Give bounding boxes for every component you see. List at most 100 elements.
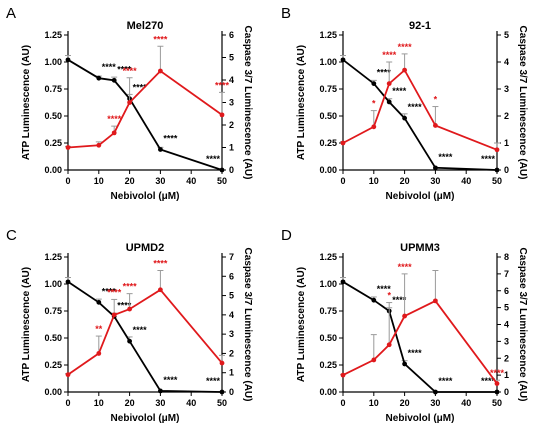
caspase-point xyxy=(433,123,438,128)
right-y-tick-label: 2 xyxy=(229,120,234,130)
caspase-line xyxy=(67,69,223,149)
atp-point xyxy=(127,338,132,344)
atp-significance: **** xyxy=(392,86,407,96)
atp-line xyxy=(67,59,223,171)
atp-series: ******************** xyxy=(65,55,225,173)
left-y-axis-title: ATP Luminescence (AU) xyxy=(21,45,32,160)
x-tick-label: 50 xyxy=(217,176,227,186)
right-y-tick-label: 0 xyxy=(229,387,234,397)
caspase-point xyxy=(433,298,438,304)
caspase-line xyxy=(342,299,498,385)
caspase-significance: **** xyxy=(215,80,230,90)
right-y-tick-label: 2 xyxy=(504,353,509,363)
caspase-series: ********* xyxy=(340,262,504,386)
caspase-point xyxy=(111,130,117,136)
right-y-tick-label: 3 xyxy=(504,84,509,94)
caspase-significance: **** xyxy=(107,287,122,297)
right-y-tick-label: 1 xyxy=(504,138,509,148)
atp-significance: **** xyxy=(206,154,221,164)
caspase-significance: **** xyxy=(153,34,168,44)
atp-significance: **** xyxy=(481,154,496,164)
panel-title: Mel270 xyxy=(127,20,164,32)
panel-letter: D xyxy=(281,227,292,244)
atp-point xyxy=(96,75,102,81)
caspase-significance: **** xyxy=(398,42,413,52)
caspase-point xyxy=(402,67,407,73)
caspase-series: ************** xyxy=(65,259,225,378)
panel-b: B92-10 10 20 30 40 500.000.250.500.751.001.25… xyxy=(281,5,528,202)
panel-title: UPMM3 xyxy=(400,242,440,254)
atp-significance: **** xyxy=(392,295,407,305)
left-y-tick-label: 1.00 xyxy=(319,57,337,67)
atp-significance: **** xyxy=(377,68,392,78)
x-tick-label: 10 xyxy=(369,176,379,186)
atp-significance: **** xyxy=(438,152,453,162)
right-y-tick-label: 5 xyxy=(229,53,234,63)
x-tick-label: 30 xyxy=(430,176,440,186)
atp-significance: **** xyxy=(377,284,392,294)
caspase-significance: * xyxy=(387,291,391,301)
right-y-tick-label: 7 xyxy=(504,269,509,279)
atp-point xyxy=(494,389,500,395)
right-y-tick-label: 2 xyxy=(229,348,234,358)
atp-series: ******************** xyxy=(340,277,500,395)
left-y-tick-label: 0.75 xyxy=(44,306,62,316)
x-tick-label: 10 xyxy=(94,176,104,186)
left-y-tick-label: 0.00 xyxy=(319,165,337,175)
atp-significance: **** xyxy=(206,376,221,386)
x-tick-label: 30 xyxy=(430,398,440,408)
right-y-axis-title: Caspase 3/7 Luminescence (AU) xyxy=(242,26,253,180)
atp-point xyxy=(371,297,377,303)
x-tick-label: 10 xyxy=(369,398,379,408)
right-y-tick-label: 5 xyxy=(229,291,234,301)
left-y-axis-title: ATP Luminescence (AU) xyxy=(296,267,307,382)
right-y-tick-label: 1 xyxy=(504,370,509,380)
atp-point xyxy=(65,279,71,285)
caspase-significance: **** xyxy=(123,282,138,292)
caspase-significance: **** xyxy=(490,368,505,378)
atp-point xyxy=(433,165,438,171)
x-tick-label: 0 xyxy=(65,176,70,186)
caspase-point xyxy=(65,145,71,150)
panel-letter: B xyxy=(281,5,291,22)
left-y-tick-label: 0.00 xyxy=(44,165,62,175)
x-tick-label: 0 xyxy=(340,176,345,186)
left-y-tick-label: 1.25 xyxy=(44,252,62,262)
right-y-tick-label: 6 xyxy=(504,286,509,296)
atp-point xyxy=(158,147,163,152)
right-y-axis-title: Caspase 3/7 Luminescence (AU) xyxy=(517,248,528,402)
right-y-tick-label: 4 xyxy=(229,310,234,320)
atp-point xyxy=(402,115,407,121)
x-tick-label: 0 xyxy=(65,398,70,408)
right-y-tick-label: 5 xyxy=(504,303,509,313)
left-y-tick-label: 0.50 xyxy=(319,111,337,121)
left-y-tick-label: 0.75 xyxy=(44,84,62,94)
left-y-tick-label: 0.50 xyxy=(319,333,337,343)
x-tick-label: 50 xyxy=(492,398,502,408)
left-y-tick-label: 1.25 xyxy=(44,30,62,40)
caspase-point xyxy=(340,140,346,146)
right-y-tick-label: 5 xyxy=(504,30,509,40)
x-tick-label: 20 xyxy=(125,176,135,186)
atp-point xyxy=(340,57,346,63)
caspase-point xyxy=(219,360,225,366)
caspase-point xyxy=(158,287,163,293)
atp-point xyxy=(340,279,346,285)
caspase-point xyxy=(371,357,377,363)
right-y-tick-label: 3 xyxy=(504,336,509,346)
left-y-tick-label: 1.00 xyxy=(44,279,62,289)
right-y-tick-label: 0 xyxy=(229,165,234,175)
atp-series: ******************** xyxy=(65,277,225,395)
caspase-point xyxy=(494,147,500,153)
right-y-axis-title: Caspase 3/7 Luminescence (AU) xyxy=(517,26,528,180)
right-y-tick-label: 8 xyxy=(504,252,509,262)
x-tick-label: 20 xyxy=(125,398,135,408)
caspase-point xyxy=(65,372,71,378)
left-y-axis-title: ATP Luminescence (AU) xyxy=(21,267,32,382)
caspase-line xyxy=(67,288,223,376)
atp-significance: **** xyxy=(133,83,148,93)
atp-significance: **** xyxy=(163,375,178,385)
atp-point xyxy=(386,99,392,105)
